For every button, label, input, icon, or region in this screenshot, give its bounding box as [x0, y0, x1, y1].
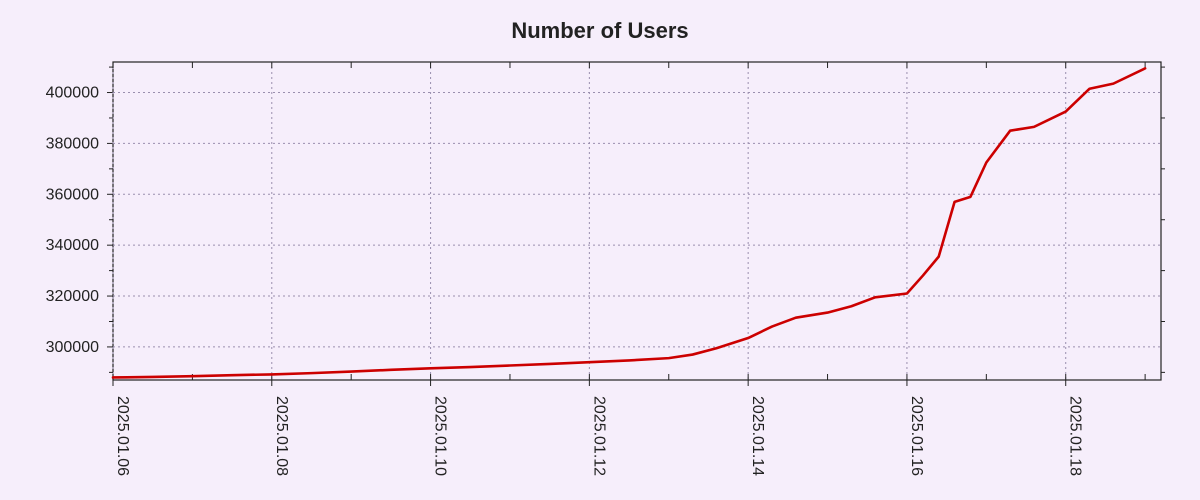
svg-text:300000: 300000: [46, 339, 99, 356]
svg-text:2025.01.08: 2025.01.08: [273, 396, 290, 476]
svg-text:400000: 400000: [46, 85, 99, 102]
svg-text:340000: 340000: [46, 237, 99, 254]
svg-text:360000: 360000: [46, 186, 99, 203]
svg-text:2025.01.18: 2025.01.18: [1067, 396, 1084, 476]
plot-area: 300000 320000 340000 360000 380000 400000 2025…: [113, 62, 1161, 380]
svg-text:2025.01.06: 2025.01.06: [114, 396, 131, 476]
chart-title: Number of Users: [0, 0, 1200, 44]
svg-text:2025.01.10: 2025.01.10: [432, 396, 449, 476]
chart-container: Number of Users 300000 320000 340000 360000…: [0, 0, 1200, 500]
svg-text:2025.01.16: 2025.01.16: [908, 396, 925, 476]
svg-text:2025.01.12: 2025.01.12: [590, 396, 607, 476]
svg-text:320000: 320000: [46, 288, 99, 305]
chart-svg: 3000003200003400003600003800004000002025…: [113, 62, 1161, 380]
svg-text:2025.01.14: 2025.01.14: [749, 396, 766, 476]
svg-text:380000: 380000: [46, 135, 99, 152]
